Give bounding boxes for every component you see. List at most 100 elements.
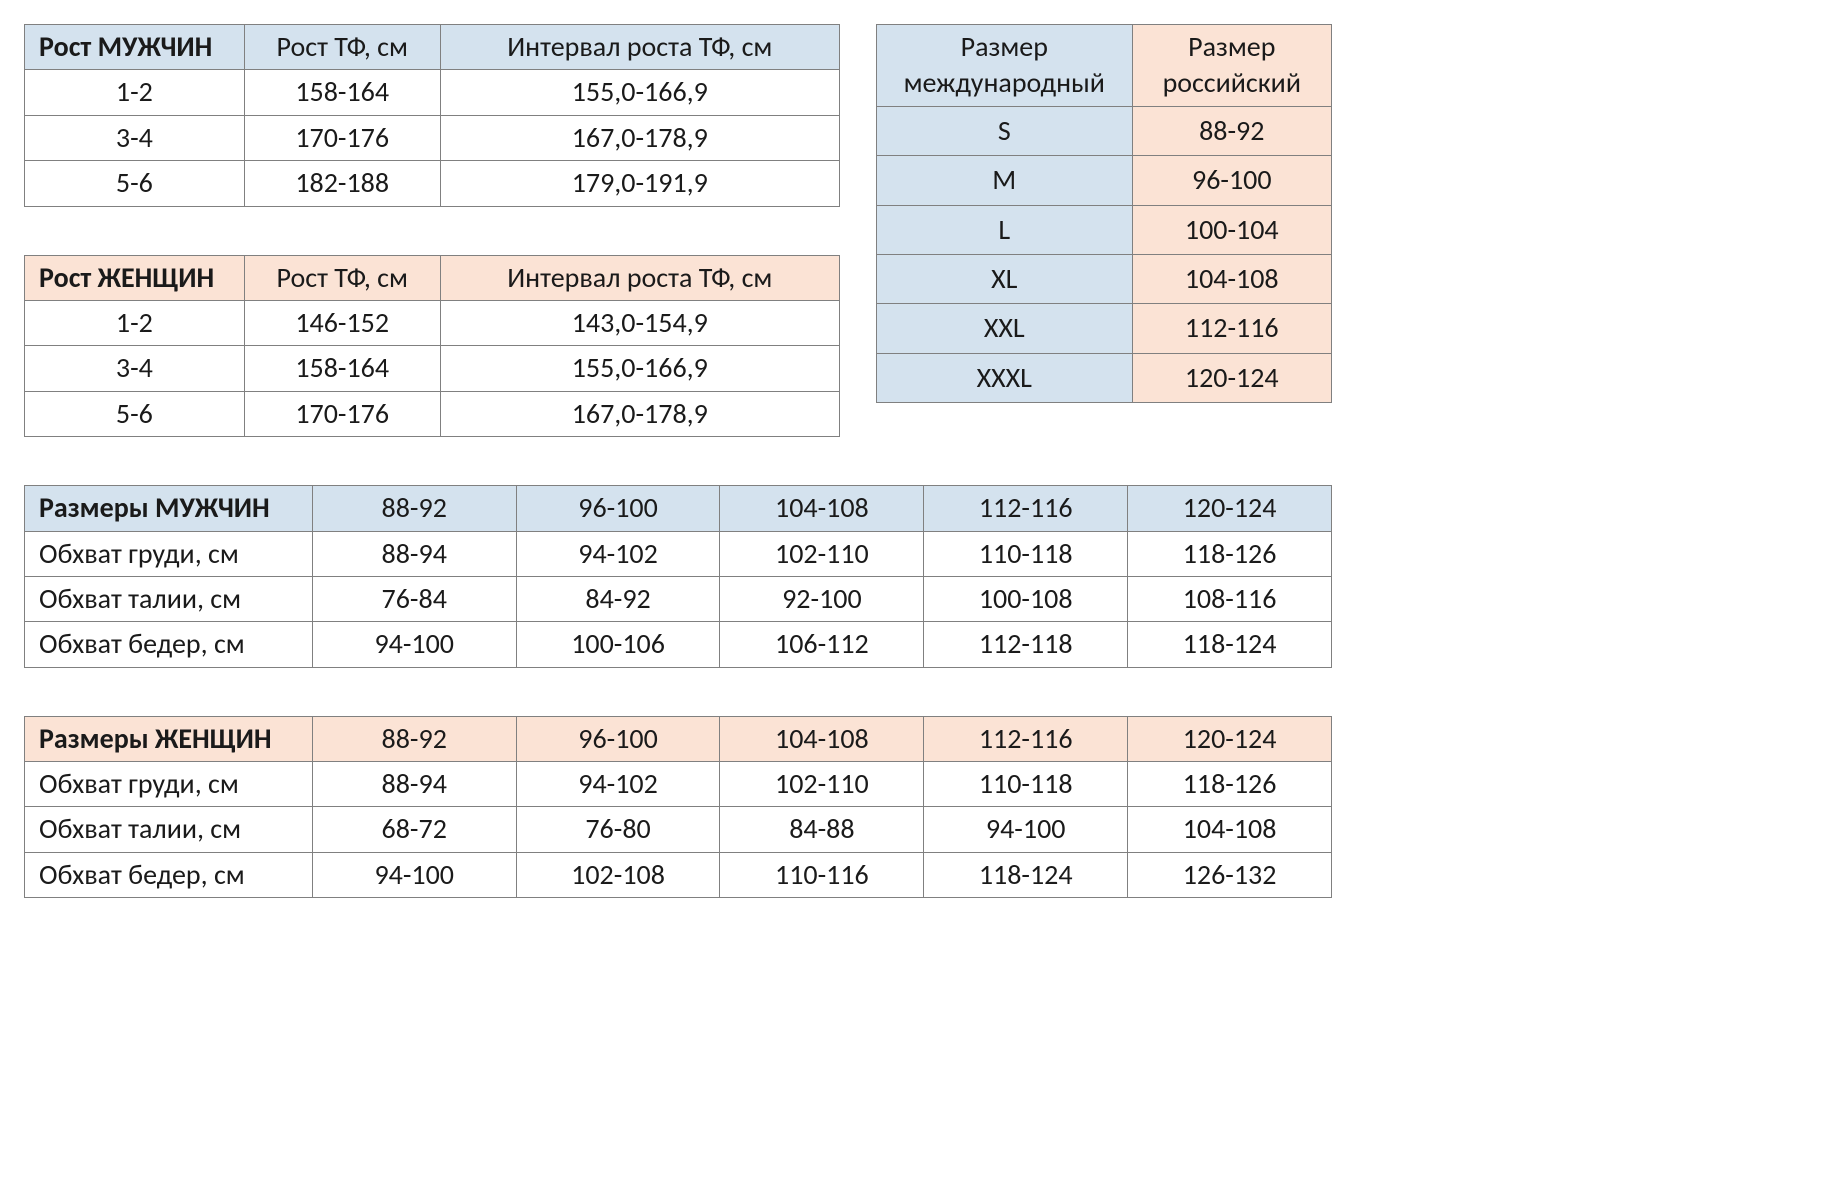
- cell: 167,0-178,9: [440, 115, 839, 160]
- cell: 76-84: [312, 576, 516, 621]
- cell: 106-112: [720, 622, 924, 667]
- table-row: Обхват бедер, см 94-100 102-108 110-116 …: [25, 852, 1332, 897]
- cell: 94-100: [312, 852, 516, 897]
- size-chart-page: Рост МУЖЧИН Рост ТФ, см Интервал роста Т…: [24, 24, 1821, 898]
- row-label: Обхват груди, см: [25, 531, 313, 576]
- table-size-map: Размер международный Размер российский S…: [876, 24, 1332, 403]
- cell: 155,0-166,9: [440, 70, 839, 115]
- cell: 143,0-154,9: [440, 300, 839, 345]
- table-row: S 88-92: [877, 106, 1332, 155]
- cell: 84-88: [720, 807, 924, 852]
- table-row: 3-4 158-164 155,0-166,9: [25, 346, 840, 391]
- cell: 158-164: [244, 346, 440, 391]
- col-header: Размер международный: [877, 25, 1133, 107]
- col-header: 120-124: [1128, 716, 1332, 761]
- cell: 1-2: [25, 70, 245, 115]
- cell: 120-124: [1132, 353, 1331, 402]
- cell: 3-4: [25, 115, 245, 160]
- left-column: Рост МУЖЧИН Рост ТФ, см Интервал роста Т…: [24, 24, 840, 437]
- table-row: XL 104-108: [877, 254, 1332, 303]
- cell: 104-108: [1132, 254, 1331, 303]
- cell: XXXL: [877, 353, 1133, 402]
- cell: 100-104: [1132, 205, 1331, 254]
- cell: 170-176: [244, 115, 440, 160]
- cell: 94-102: [516, 531, 720, 576]
- cell: 179,0-191,9: [440, 161, 839, 206]
- table-height-men: Рост МУЖЧИН Рост ТФ, см Интервал роста Т…: [24, 24, 840, 207]
- col-header: 112-116: [924, 486, 1128, 531]
- cell: 88-92: [1132, 106, 1331, 155]
- cell: 100-106: [516, 622, 720, 667]
- table-measure-women: Размеры ЖЕНЩИН 88-92 96-100 104-108 112-…: [24, 716, 1332, 899]
- top-row: Рост МУЖЧИН Рост ТФ, см Интервал роста Т…: [24, 24, 1821, 437]
- table-header-row: Размеры ЖЕНЩИН 88-92 96-100 104-108 112-…: [25, 716, 1332, 761]
- cell: 118-124: [924, 852, 1128, 897]
- cell: 170-176: [244, 391, 440, 436]
- table-row: 5-6 182-188 179,0-191,9: [25, 161, 840, 206]
- cell: 110-116: [720, 852, 924, 897]
- col-header: Рост ЖЕНЩИН: [25, 255, 245, 300]
- table-row: Обхват груди, см 88-94 94-102 102-110 11…: [25, 762, 1332, 807]
- row-label: Обхват талии, см: [25, 807, 313, 852]
- bottom-tables: Размеры МУЖЧИН 88-92 96-100 104-108 112-…: [24, 485, 1821, 898]
- cell: XL: [877, 254, 1133, 303]
- cell: 68-72: [312, 807, 516, 852]
- cell: 84-92: [516, 576, 720, 621]
- col-header: Размеры ЖЕНЩИН: [25, 716, 313, 761]
- cell: 3-4: [25, 346, 245, 391]
- table-header-row: Размер международный Размер российский: [877, 25, 1332, 107]
- col-header: Интервал роста ТФ, см: [440, 255, 839, 300]
- table-row: XXL 112-116: [877, 304, 1332, 353]
- col-header: 88-92: [312, 486, 516, 531]
- table-row: Обхват талии, см 68-72 76-80 84-88 94-10…: [25, 807, 1332, 852]
- table-header-row: Рост МУЖЧИН Рост ТФ, см Интервал роста Т…: [25, 25, 840, 70]
- cell: 108-116: [1128, 576, 1332, 621]
- table-height-women: Рост ЖЕНЩИН Рост ТФ, см Интервал роста Т…: [24, 255, 840, 438]
- cell: 94-100: [924, 807, 1128, 852]
- cell: 102-108: [516, 852, 720, 897]
- table-row: 1-2 146-152 143,0-154,9: [25, 300, 840, 345]
- col-header: Рост ТФ, см: [244, 25, 440, 70]
- cell: 118-124: [1128, 622, 1332, 667]
- cell: 102-110: [720, 531, 924, 576]
- col-header: 120-124: [1128, 486, 1332, 531]
- cell: 104-108: [1128, 807, 1332, 852]
- col-header: Размер российский: [1132, 25, 1331, 107]
- cell: 110-118: [924, 531, 1128, 576]
- col-header: 96-100: [516, 486, 720, 531]
- cell: 112-116: [1132, 304, 1331, 353]
- col-header: 112-116: [924, 716, 1128, 761]
- cell: 102-110: [720, 762, 924, 807]
- cell: 158-164: [244, 70, 440, 115]
- cell: 118-126: [1128, 531, 1332, 576]
- cell: 100-108: [924, 576, 1128, 621]
- cell: 1-2: [25, 300, 245, 345]
- table-row: 5-6 170-176 167,0-178,9: [25, 391, 840, 436]
- table-row: M 96-100: [877, 156, 1332, 205]
- col-header: 88-92: [312, 716, 516, 761]
- col-header: 104-108: [720, 716, 924, 761]
- table-measure-men: Размеры МУЖЧИН 88-92 96-100 104-108 112-…: [24, 485, 1332, 668]
- table-row: Обхват талии, см 76-84 84-92 92-100 100-…: [25, 576, 1332, 621]
- cell: M: [877, 156, 1133, 205]
- col-header: 104-108: [720, 486, 924, 531]
- cell: L: [877, 205, 1133, 254]
- cell: 146-152: [244, 300, 440, 345]
- cell: 5-6: [25, 391, 245, 436]
- cell: 92-100: [720, 576, 924, 621]
- cell: S: [877, 106, 1133, 155]
- col-header: 96-100: [516, 716, 720, 761]
- cell: 88-94: [312, 531, 516, 576]
- table-row: L 100-104: [877, 205, 1332, 254]
- cell: 5-6: [25, 161, 245, 206]
- cell: 182-188: [244, 161, 440, 206]
- table-row: Обхват груди, см 88-94 94-102 102-110 11…: [25, 531, 1332, 576]
- row-label: Обхват бедер, см: [25, 622, 313, 667]
- cell: 126-132: [1128, 852, 1332, 897]
- cell: 112-118: [924, 622, 1128, 667]
- table-row: 1-2 158-164 155,0-166,9: [25, 70, 840, 115]
- row-label: Обхват бедер, см: [25, 852, 313, 897]
- table-header-row: Размеры МУЖЧИН 88-92 96-100 104-108 112-…: [25, 486, 1332, 531]
- table-row: XXXL 120-124: [877, 353, 1332, 402]
- cell: 110-118: [924, 762, 1128, 807]
